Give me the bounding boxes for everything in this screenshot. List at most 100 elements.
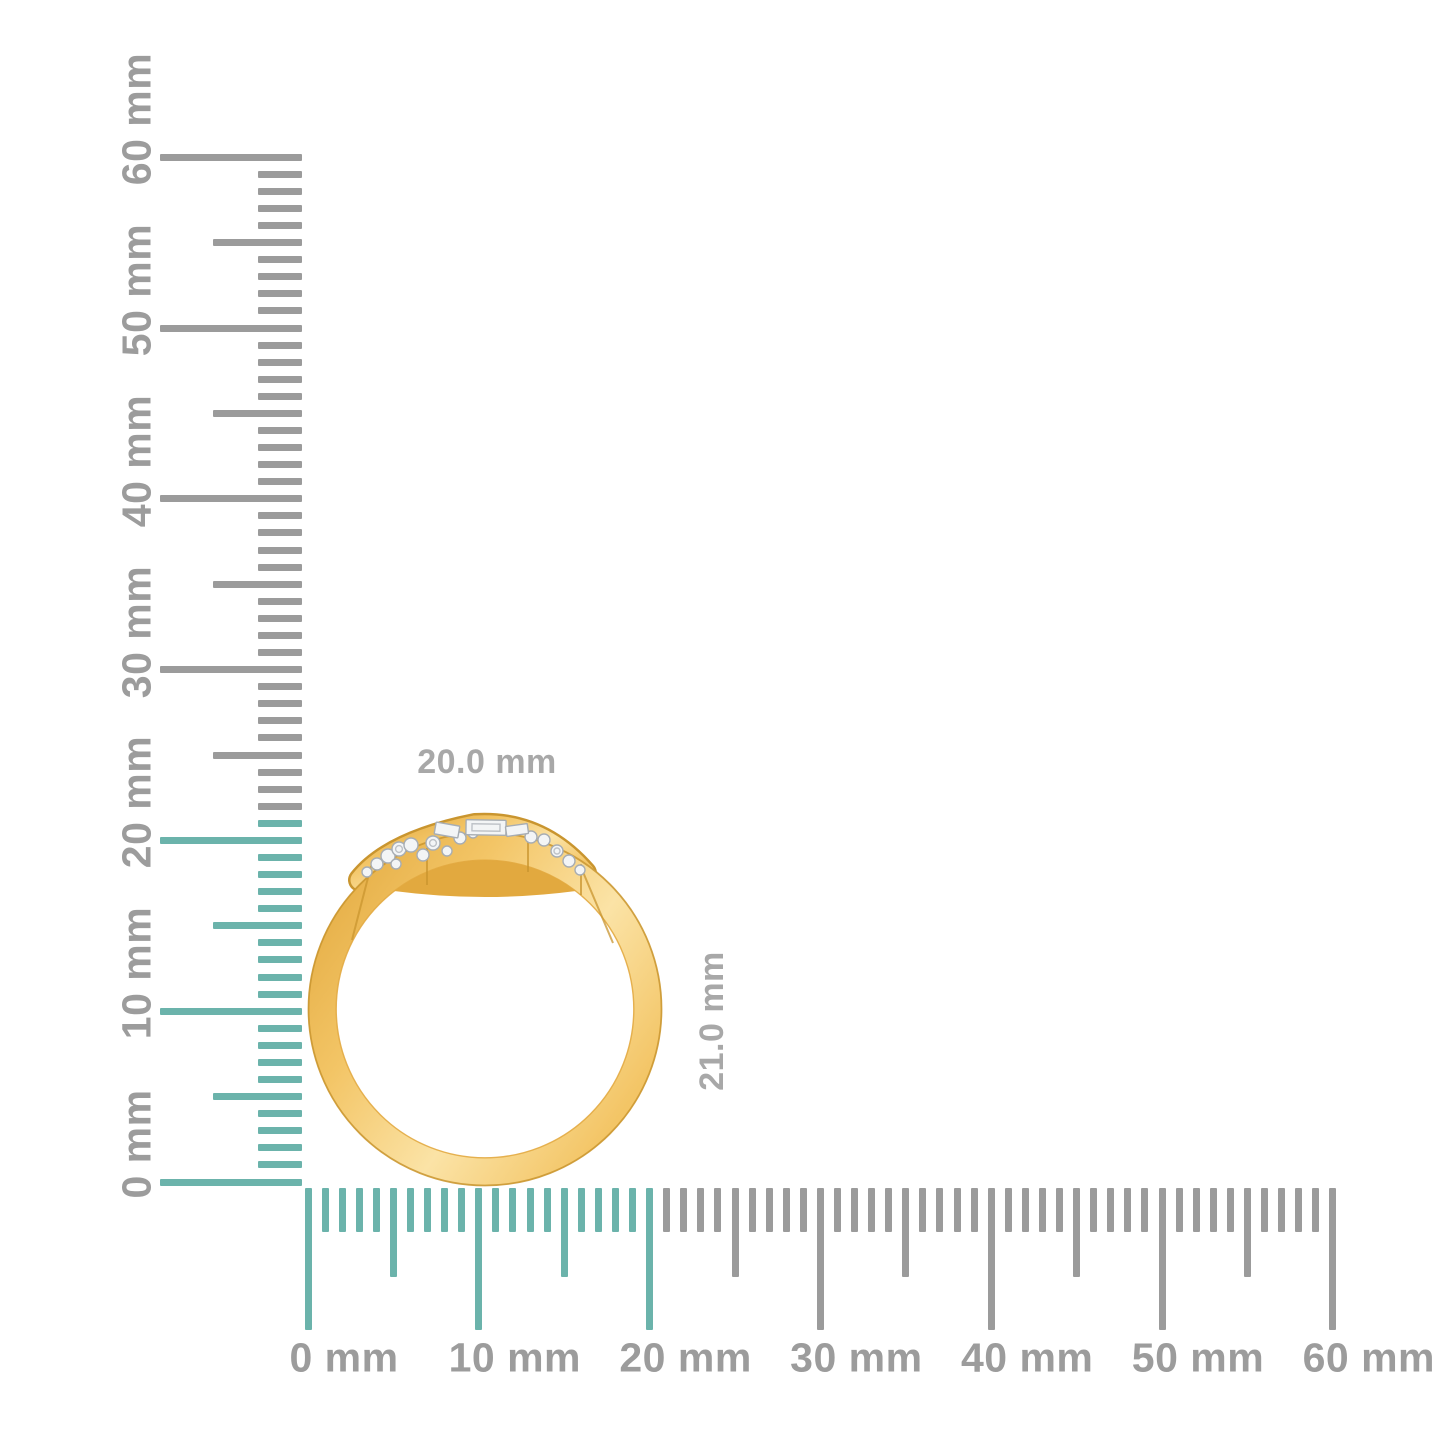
ruler-tick bbox=[258, 222, 302, 230]
horizontal-ruler-label: 20 mm bbox=[619, 1334, 752, 1381]
ruler-tick bbox=[1056, 1188, 1064, 1232]
ruler-tick bbox=[258, 802, 302, 810]
ruler-tick bbox=[748, 1188, 756, 1232]
ruler-tick bbox=[987, 1188, 995, 1330]
ruler-tick bbox=[258, 273, 302, 281]
ruler-tick bbox=[458, 1188, 466, 1232]
baguette-diamond bbox=[504, 822, 530, 838]
ruler-tick bbox=[258, 990, 302, 998]
ruler-tick bbox=[258, 597, 302, 605]
ruler-tick bbox=[258, 871, 302, 879]
ruler-tick bbox=[258, 819, 302, 827]
ruler-tick bbox=[543, 1188, 551, 1232]
ruler-tick bbox=[258, 683, 302, 691]
ruler-tick bbox=[1226, 1188, 1234, 1232]
ruler-tick bbox=[213, 1093, 302, 1101]
ruler-tick bbox=[1175, 1188, 1183, 1232]
ruler-tick bbox=[731, 1188, 739, 1277]
ruler-tick bbox=[258, 768, 302, 776]
baguette-diamond bbox=[465, 818, 507, 837]
ruler-tick bbox=[258, 1024, 302, 1032]
ruler-tick bbox=[258, 1127, 302, 1135]
ruler-tick bbox=[258, 341, 302, 349]
ruler-tick bbox=[258, 649, 302, 657]
ruler-tick bbox=[258, 204, 302, 212]
ruler-tick bbox=[160, 1178, 302, 1186]
ruler-tick bbox=[258, 392, 302, 400]
ruler-tick bbox=[321, 1188, 329, 1232]
ruler-tick bbox=[258, 563, 302, 571]
ruler-tick bbox=[213, 922, 302, 930]
ruler-tick bbox=[1192, 1188, 1200, 1232]
ruler-tick bbox=[258, 1076, 302, 1084]
ruler-tick bbox=[258, 256, 302, 264]
ruler-tick bbox=[1124, 1188, 1132, 1232]
ruler-tick bbox=[338, 1188, 346, 1232]
ruler-tick bbox=[258, 290, 302, 298]
ruler-tick bbox=[160, 324, 302, 332]
ruler-tick bbox=[475, 1188, 483, 1330]
horizontal-ruler-label: 30 mm bbox=[790, 1334, 923, 1381]
ruler-tick bbox=[1004, 1188, 1012, 1232]
ruler-tick bbox=[936, 1188, 944, 1232]
ruler-tick bbox=[970, 1188, 978, 1232]
ruler-tick bbox=[258, 888, 302, 896]
ruler-tick bbox=[258, 700, 302, 708]
ruler-tick bbox=[714, 1188, 722, 1232]
ruler-tick bbox=[160, 666, 302, 674]
ruler-tick bbox=[258, 1058, 302, 1066]
ruler-tick bbox=[697, 1188, 705, 1232]
horizontal-ruler-label: 40 mm bbox=[960, 1334, 1094, 1381]
ruler-tick bbox=[258, 426, 302, 434]
ruler-tick bbox=[258, 785, 302, 793]
ruler-tick bbox=[509, 1188, 517, 1232]
ruler-tick bbox=[258, 717, 302, 725]
ruler-tick bbox=[1295, 1188, 1303, 1232]
ruler-tick bbox=[355, 1188, 363, 1232]
ruler-tick bbox=[1073, 1188, 1081, 1277]
ruler-tick bbox=[258, 546, 302, 554]
ruler-tick bbox=[782, 1188, 790, 1232]
ruler-tick bbox=[833, 1188, 841, 1232]
horizontal-ruler-label: 60 mm bbox=[1302, 1334, 1436, 1381]
ring-width-label: 20.0 mm bbox=[417, 743, 557, 781]
horizontal-ruler-label: 0 mm bbox=[289, 1334, 399, 1381]
ruler-tick bbox=[1141, 1188, 1149, 1232]
diamond-stones bbox=[361, 818, 586, 878]
horizontal-ruler-label: 10 mm bbox=[448, 1334, 582, 1381]
ruler-tick bbox=[1038, 1188, 1046, 1232]
ruler-tick bbox=[258, 1144, 302, 1152]
ruler-tick bbox=[594, 1188, 602, 1232]
ruler-tick bbox=[213, 409, 302, 417]
ruler-tick bbox=[424, 1188, 432, 1232]
ruler-tick bbox=[258, 939, 302, 947]
ruler-tick bbox=[258, 375, 302, 383]
ruler-tick bbox=[629, 1188, 637, 1232]
ruler-tick bbox=[372, 1188, 380, 1232]
ruler-tick bbox=[258, 529, 302, 537]
ruler-tick bbox=[441, 1188, 449, 1232]
horizontal-ruler-label: 50 mm bbox=[1131, 1334, 1265, 1381]
ruler-tick bbox=[868, 1188, 876, 1232]
ruler-tick bbox=[902, 1188, 910, 1277]
ruler-tick bbox=[258, 170, 302, 178]
ruler-tick bbox=[646, 1188, 654, 1330]
ruler-tick bbox=[1260, 1188, 1268, 1232]
ruler-tick bbox=[765, 1188, 773, 1232]
ruler-tick bbox=[1209, 1188, 1217, 1232]
ruler-tick bbox=[160, 495, 302, 503]
ruler-tick bbox=[258, 905, 302, 913]
ruler-tick bbox=[816, 1188, 824, 1330]
ruler-tick bbox=[258, 1110, 302, 1118]
ruler-tick bbox=[160, 153, 302, 161]
ruler-tick bbox=[1329, 1188, 1337, 1330]
ruler-tick bbox=[953, 1188, 961, 1232]
ruler-tick bbox=[1021, 1188, 1029, 1232]
ring-band bbox=[307, 831, 663, 1187]
ruler-tick bbox=[1312, 1188, 1320, 1232]
ruler-tick bbox=[851, 1188, 859, 1232]
ruler-tick bbox=[1278, 1188, 1286, 1232]
ruler-tick bbox=[258, 973, 302, 981]
ruler-tick bbox=[258, 358, 302, 366]
